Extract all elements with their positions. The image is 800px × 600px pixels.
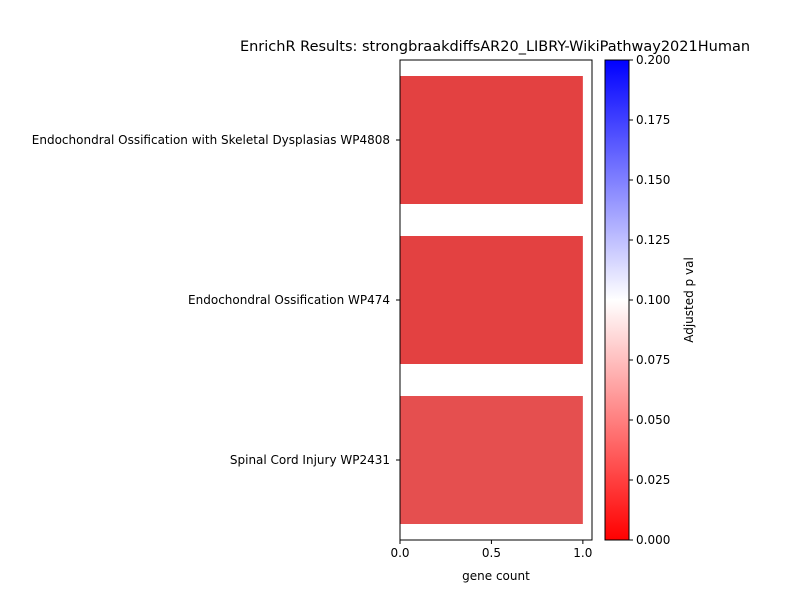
plot-area: [400, 76, 583, 524]
bar: [400, 76, 583, 204]
colorbar-label: Adjusted p val: [682, 257, 696, 343]
colorbar-tick-label: 0.025: [636, 473, 670, 487]
colorbar-tick-label: 0.150: [636, 173, 670, 187]
colorbar-gradient: [604, 59, 630, 541]
y-tick-label: Endochondral Ossification WP474: [188, 293, 390, 307]
x-axis-label: gene count: [462, 569, 530, 583]
colorbar-tick-label: 0.175: [636, 113, 670, 127]
y-tick-label: Endochondral Ossification with Skeletal …: [32, 133, 390, 147]
colorbar-tick-label: 0.075: [636, 353, 670, 367]
bar: [400, 396, 583, 524]
colorbar-tick-label: 0.050: [636, 413, 670, 427]
colorbar: 0.000 0.025 0.050 0.075 0.100 0.125 0.150 0.175…: [604, 53, 670, 547]
chart-title: EnrichR Results: strongbraakdiffsAR20_LI…: [240, 39, 750, 55]
y-tick-label: Spinal Cord Injury WP2431: [230, 453, 390, 467]
colorbar-tick-label: 0.000: [636, 533, 670, 547]
colorbar-tick-label: 0.100: [636, 293, 670, 307]
x-tick-label: 0.0: [390, 546, 409, 560]
colorbar-tick-label: 0.125: [636, 233, 670, 247]
colorbar-tick-label: 0.200: [636, 53, 670, 67]
x-tick-label: 1.0: [573, 546, 592, 560]
x-tick-label: 0.5: [482, 546, 501, 560]
bar: [400, 236, 583, 364]
